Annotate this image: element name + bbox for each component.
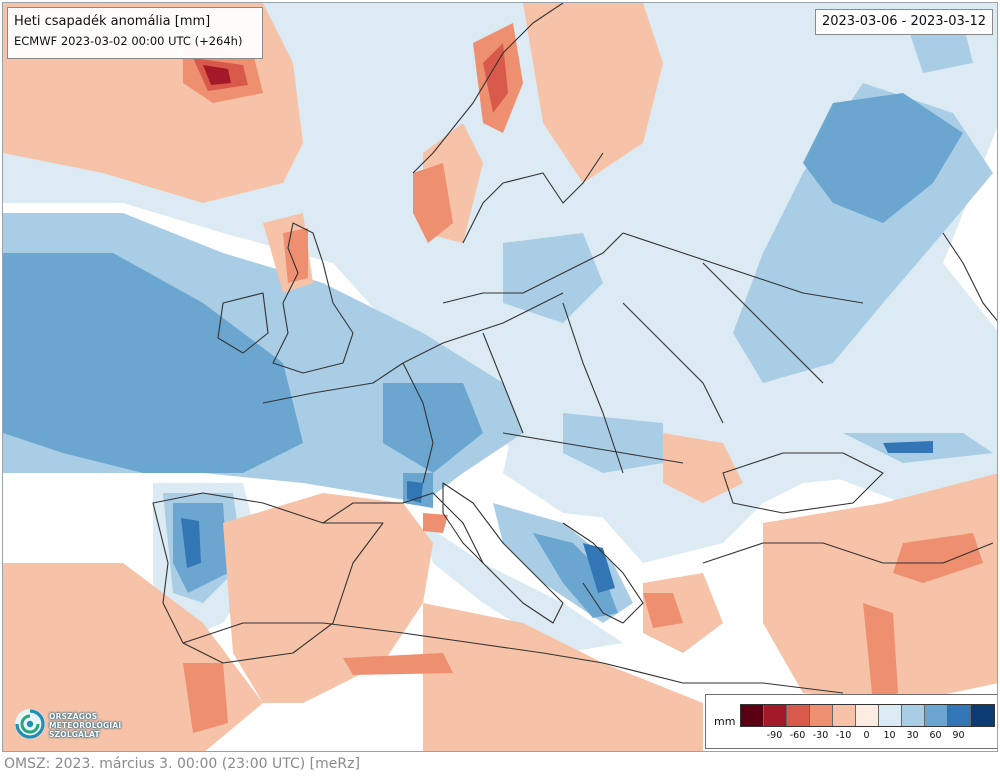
- legend-swatches: [740, 704, 995, 727]
- legend-swatch: [787, 705, 810, 726]
- logo-swirl-icon: [15, 709, 45, 739]
- map-title: Heti csapadék anomália [mm]: [14, 14, 211, 29]
- legend-swatch: [856, 705, 879, 726]
- legend-swatch: [833, 705, 856, 726]
- legend-ticks: -90 -60 -30 -10 0 10 30 60 90: [740, 730, 994, 744]
- legend-tick-label: 0: [863, 730, 870, 741]
- legend-tick-label: 90: [952, 730, 965, 741]
- legend-swatch: [764, 705, 787, 726]
- legend-swatch: [902, 705, 925, 726]
- legend-swatch: [879, 705, 902, 726]
- legend-swatch: [971, 705, 994, 726]
- logo-text: ORSZÁGOS METEOROLÓGIAI SZOLGÁLAT: [49, 712, 122, 739]
- legend-tick-label: -30: [812, 730, 829, 741]
- model-run-label: ECMWF 2023-03-02 00:00 UTC (+264h): [14, 34, 243, 48]
- legend: mm -90 -60 -30 -10 0 10 30 60 90: [705, 694, 997, 749]
- legend-swatch: [810, 705, 833, 726]
- legend-tick-label: -60: [789, 730, 806, 741]
- legend-tick-label: -90: [766, 730, 783, 741]
- legend-tick-label: -10: [835, 730, 852, 741]
- footer-credit: OMSZ: 2023. március 3. 00:00 (23:00 UTC)…: [4, 756, 360, 772]
- map-panel: Heti csapadék anomália [mm] ECMWF 2023-0…: [2, 2, 998, 752]
- coastlines-and-borders: [152, 3, 997, 694]
- legend-tick-label: 30: [906, 730, 919, 741]
- precipitation-anomaly-map: [3, 3, 997, 751]
- omsz-logo: ORSZÁGOS METEOROLÓGIAI SZOLGÁLAT: [11, 703, 133, 749]
- legend-tick-label: 10: [883, 730, 896, 741]
- legend-unit: mm: [714, 715, 736, 728]
- date-range-label: 2023-03-06 - 2023-03-12: [815, 9, 993, 35]
- legend-swatch: [925, 705, 948, 726]
- map-title-box: Heti csapadék anomália [mm] ECMWF 2023-0…: [7, 7, 263, 59]
- wet-heavy-areas: [181, 441, 933, 593]
- legend-swatch: [741, 705, 764, 726]
- legend-tick-label: 60: [929, 730, 942, 741]
- dry-extreme-areas: [203, 65, 231, 85]
- legend-swatch: [948, 705, 971, 726]
